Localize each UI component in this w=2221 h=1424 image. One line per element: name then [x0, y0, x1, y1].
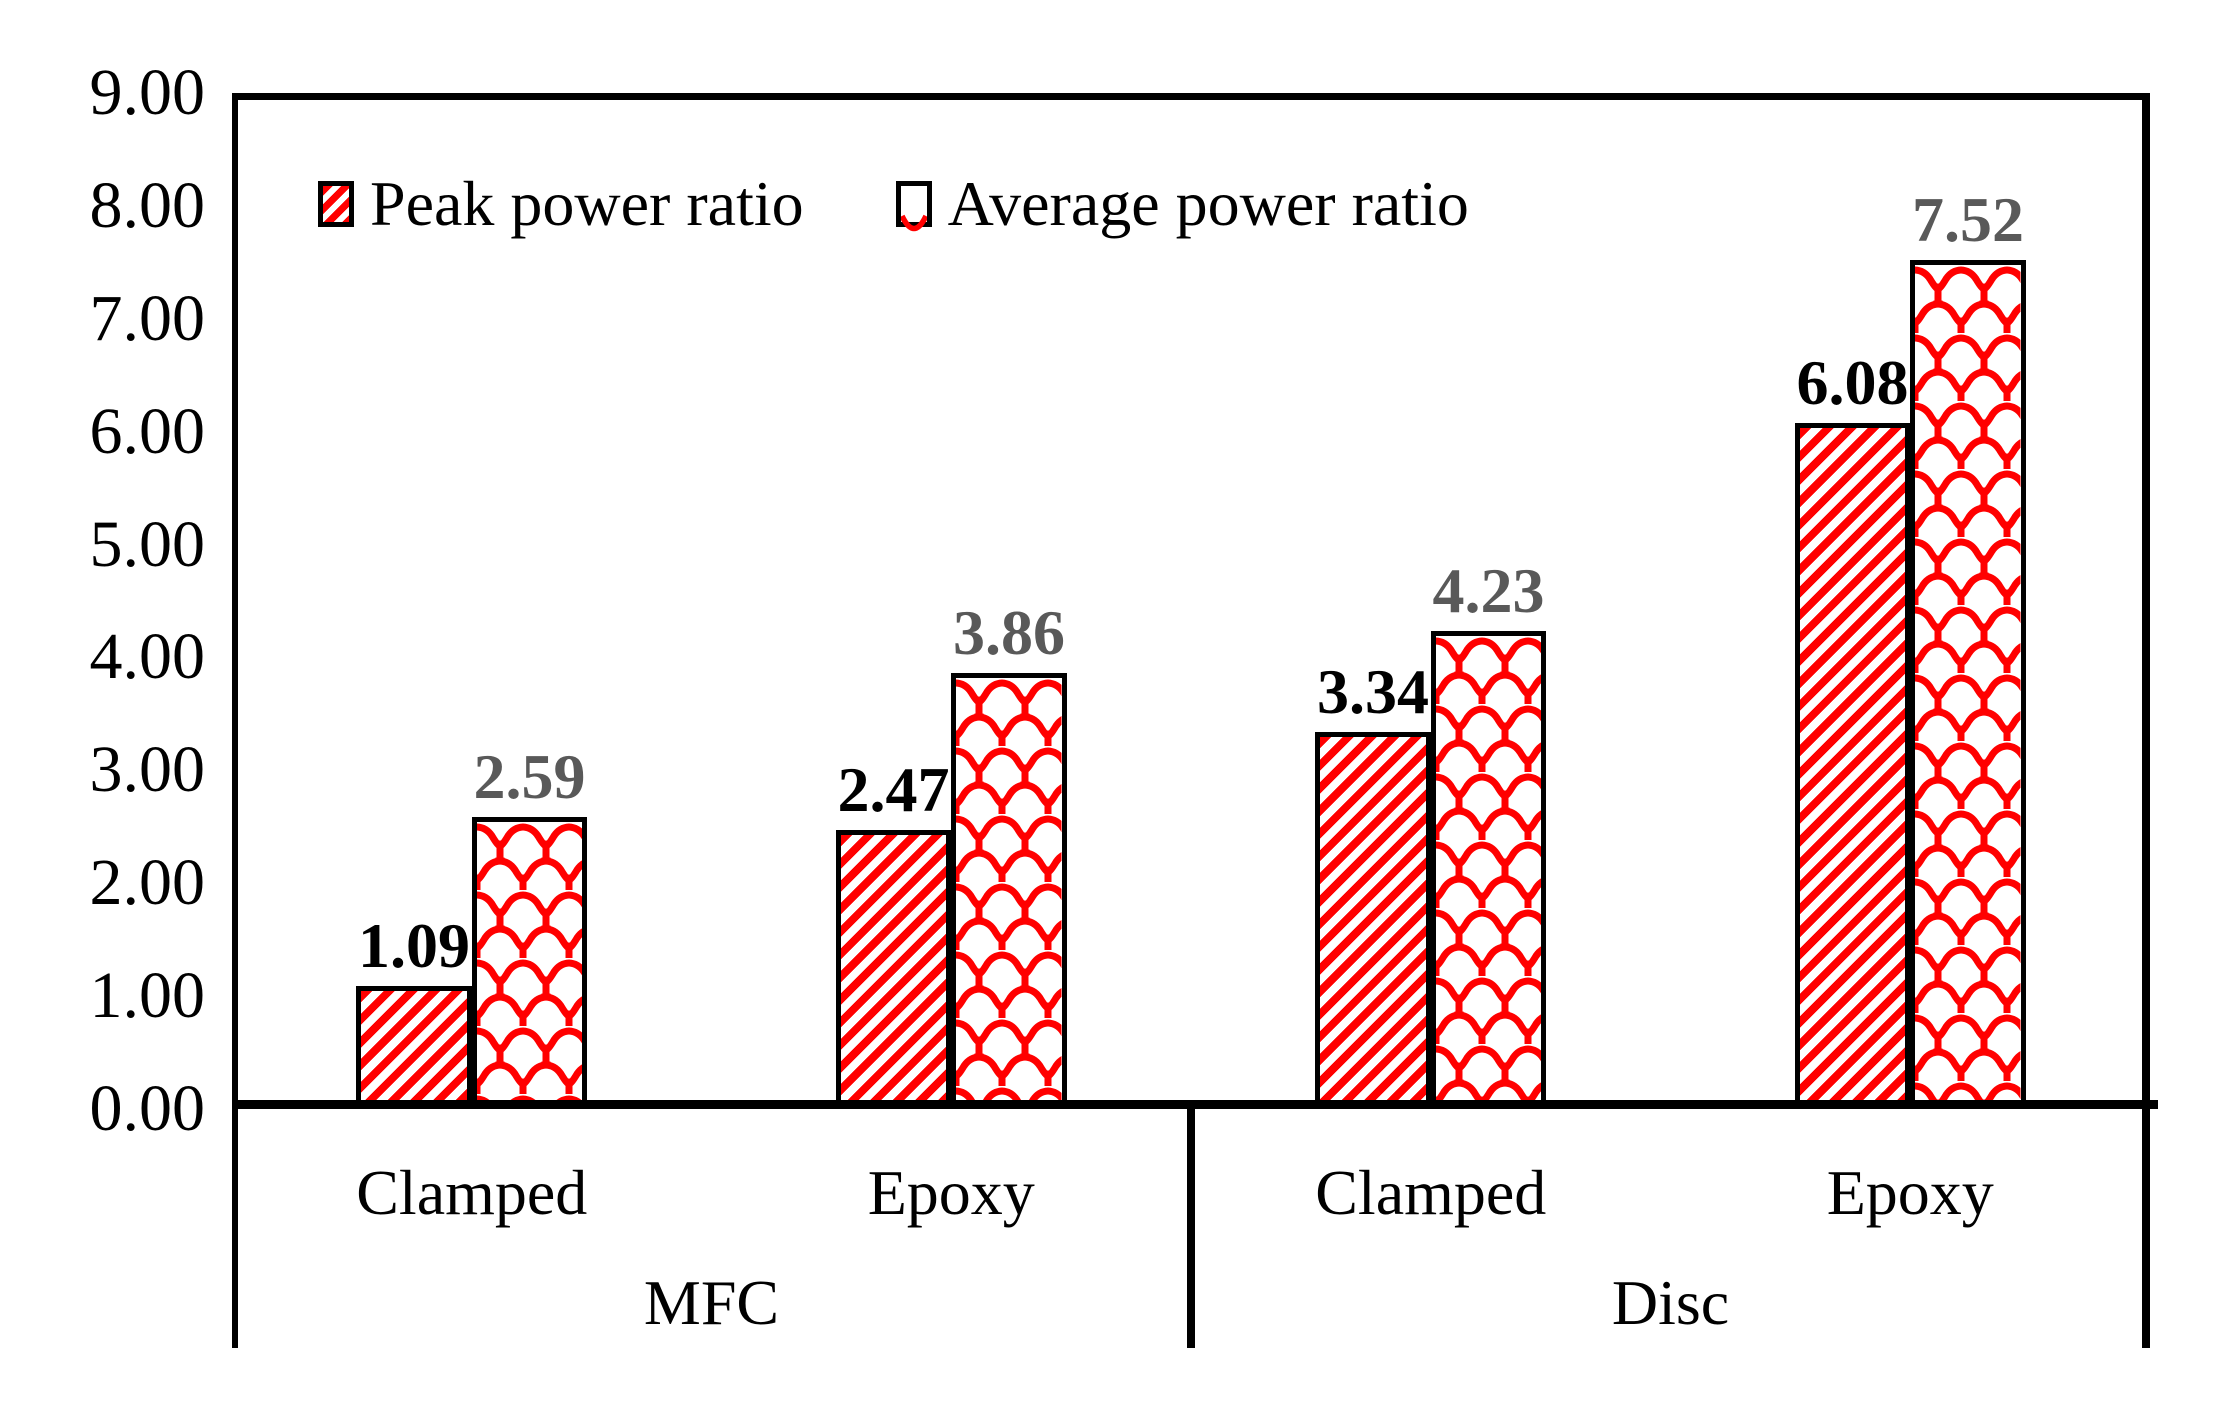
x-axis-line	[232, 1100, 2158, 1109]
y-tick-label: 4.00	[89, 620, 206, 694]
group-label-mfc: MFC	[643, 1267, 780, 1338]
category-boundary-middle	[1187, 1109, 1195, 1348]
category-label-epoxy: Epoxy	[1826, 1157, 1994, 1228]
category-label-clamped: Clamped	[356, 1157, 588, 1228]
legend-item-peak-power-ratio: Peak power ratio	[318, 168, 804, 240]
bar-average-mfc-epoxy	[951, 673, 1067, 1109]
bar-value-label: 1.09	[358, 909, 470, 981]
y-tick-label: 8.00	[89, 168, 206, 242]
peak-power-ratio-swatch-icon	[318, 181, 354, 227]
legend-label: Average power ratio	[947, 168, 1469, 239]
category-label-epoxy: Epoxy	[867, 1157, 1035, 1228]
bar-value-label: 6.08	[1796, 346, 1909, 418]
bar-value-label: 3.34	[1317, 655, 1429, 727]
bar-peak-mfc-epoxy	[835, 830, 952, 1109]
bar-value-label: 2.47	[837, 754, 950, 826]
y-tick-label: 9.00	[89, 56, 206, 129]
bar-average-disc-clamped	[1430, 631, 1547, 1109]
bar-value-label: 2.59	[473, 740, 586, 812]
bar-value-label: 4.23	[1432, 555, 1545, 627]
bar-peak-mfc-clamped	[356, 985, 472, 1109]
y-tick-label: 3.00	[89, 733, 206, 807]
y-tick-label: 7.00	[89, 281, 206, 355]
bar-value-label: 3.86	[953, 597, 1065, 669]
legend: Peak power ratio Average power ratio	[318, 168, 1469, 240]
y-tick-label: 5.00	[89, 507, 206, 581]
category-label-clamped: Clamped	[1315, 1157, 1547, 1228]
legend-item-average-power-ratio: Average power ratio	[895, 168, 1469, 240]
bar-average-disc-epoxy	[1910, 260, 2026, 1109]
y-tick-label: 0.00	[89, 1072, 206, 1145]
average-power-ratio-swatch-icon	[895, 181, 932, 232]
group-label-disc: Disc	[1611, 1267, 1730, 1338]
category-boundary-left	[232, 1109, 238, 1348]
y-tick-label: 6.00	[89, 394, 206, 468]
bar-average-mfc-clamped	[471, 816, 588, 1109]
legend-label: Peak power ratio	[370, 168, 804, 239]
bar-value-label: 7.52	[1912, 184, 2024, 256]
bar-peak-disc-clamped	[1315, 731, 1431, 1109]
y-tick-label: 2.00	[89, 846, 206, 920]
bar-peak-disc-epoxy	[1794, 422, 1911, 1109]
y-tick-label: 1.00	[89, 959, 206, 1033]
category-boundary-right	[2142, 1109, 2150, 1348]
